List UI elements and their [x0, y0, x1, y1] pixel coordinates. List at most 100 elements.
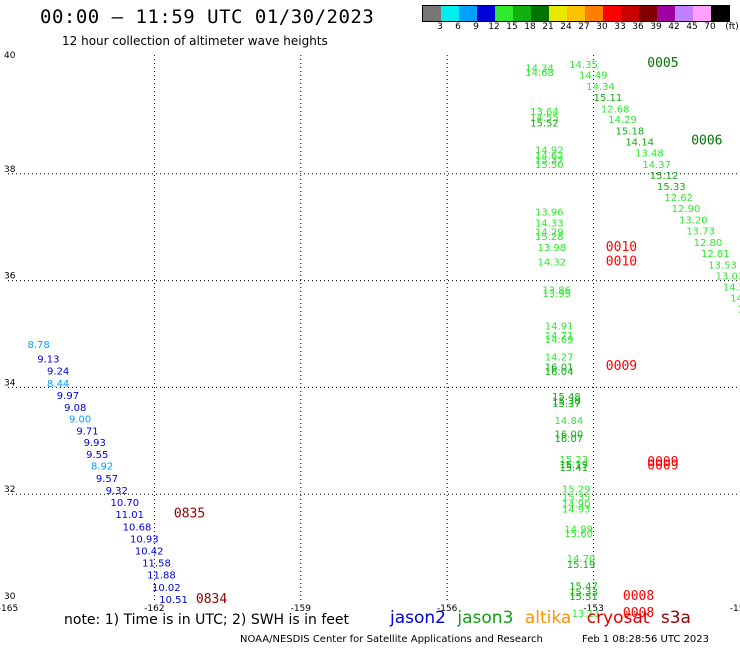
legend-altika: altika [524, 608, 572, 628]
time-mark-label: 0009 [606, 359, 637, 374]
y-tick-label: 34 [4, 378, 16, 388]
wave-height-label: 13.11 [572, 609, 601, 620]
wave-height-label: 12.62 [664, 193, 693, 204]
wave-height-label: 14.93 [562, 504, 591, 515]
wave-height-label: 12.90 [672, 204, 701, 215]
wave-height-label: 14.70 [567, 554, 596, 565]
wave-height-label: 10.02 [152, 583, 181, 594]
wave-height-label: 16.98 [738, 305, 740, 316]
wave-height-label: 13.96 [535, 207, 564, 218]
time-mark-label: 0010 [606, 255, 637, 270]
wave-height-label: 14.35 [569, 60, 598, 71]
wave-height-label: 14.49 [579, 71, 608, 82]
wave-height-label: 14.92 [535, 146, 564, 157]
scale-swatch [441, 6, 459, 21]
legend-jason2: jason2 [390, 608, 446, 628]
y-tick-label: 32 [4, 485, 15, 495]
x-tick-label: -153 [583, 604, 603, 614]
wave-height-label: 14.29 [723, 283, 740, 294]
scale-label: 45 [686, 22, 698, 32]
wave-height-label: 13.73 [686, 227, 715, 238]
wave-height-label: 14.62 [535, 151, 564, 162]
wave-height-label: 14.27 [545, 353, 574, 364]
scale-label: 24 [560, 22, 572, 32]
wave-height-label: 9.57 [96, 474, 118, 485]
wave-height-label: 9.08 [64, 403, 86, 414]
time-mark-label: 0009 [647, 455, 678, 470]
wave-height-label: 14.34 [586, 82, 615, 93]
wave-height-label: 15.19 [559, 460, 588, 471]
wave-height-label: 15.50 [535, 160, 564, 171]
y-tick-label: 30 [4, 592, 16, 602]
wave-height-label: 9.93 [84, 438, 106, 449]
scale-swatch [423, 6, 441, 21]
time-mark-label: 0005 [647, 56, 678, 71]
x-tick-label: -165 [0, 604, 18, 614]
wave-height-label: 8.92 [91, 462, 113, 473]
wave-height-label: 15.28 [535, 232, 564, 243]
scale-swatch [603, 6, 621, 21]
wave-height-label: 16.07 [555, 434, 584, 445]
wave-height-label: 12.80 [694, 238, 723, 249]
time-mark-label: 0006 [691, 133, 722, 148]
wave-height-label: 15.51 [569, 592, 598, 603]
wave-height-label: 15.29 [562, 485, 591, 496]
wave-height-label: 15.35 [562, 493, 591, 504]
scale-swatch [549, 6, 567, 21]
wave-height-label: 14.91 [545, 322, 574, 333]
wave-height-label: 15.37 [552, 399, 581, 410]
satellite-legend: jason2 jason3 altika cryosat s3a [390, 608, 691, 628]
wave-height-label: 13.86 [542, 285, 571, 296]
wave-height-label: 13.48 [635, 149, 664, 160]
y-tick-label: 40 [4, 51, 16, 61]
wave-height-label: 14.14 [625, 137, 654, 148]
scale-label: 70 [704, 22, 716, 32]
wave-height-label: 9.97 [57, 391, 79, 402]
wave-height-label: 9.24 [47, 367, 69, 378]
footnote: note: 1) Time is in UTC; 2) SWH is in fe… [64, 612, 350, 628]
wave-height-label: 14.37 [642, 160, 671, 171]
scale-swatch [621, 6, 639, 21]
wave-height-label: 14.99 [564, 525, 593, 536]
scale-label: 18 [524, 22, 536, 32]
scale-label: 15 [506, 22, 518, 32]
time-mark-label: 0834 [196, 592, 227, 607]
wave-height-label: 9.00 [69, 415, 91, 426]
wave-height-label: 14.29 [535, 228, 564, 239]
wave-height-label: 9.32 [106, 486, 128, 497]
wave-height-label: 12.68 [601, 104, 630, 115]
wave-height-label: 9.55 [86, 450, 108, 461]
wave-height-label: 16.04 [545, 367, 574, 378]
wave-height-label: 14.29 [608, 115, 637, 126]
wave-height-label: 8.78 [28, 340, 50, 351]
time-mark-label: 0008 [623, 606, 654, 621]
scale-swatch [639, 6, 657, 21]
wave-height-label: 15.18 [616, 126, 645, 137]
x-tick-label: -162 [144, 604, 164, 614]
wave-height-label: 11.01 [115, 510, 144, 521]
wave-height-label: 15.47 [569, 581, 598, 592]
wave-height-label: 16.01 [545, 362, 574, 373]
scale-label: 33 [614, 22, 626, 32]
wave-height-label: 8.44 [47, 379, 69, 390]
wave-height-label: 14.71 [545, 331, 574, 342]
scale-swatch [495, 6, 513, 21]
scale-label: 21 [542, 22, 554, 32]
scale-swatch [675, 6, 693, 21]
scale-unit-label: (ft) [725, 22, 739, 32]
wave-height-label: 11.58 [142, 558, 171, 569]
wave-height-label: 15.30 [552, 396, 581, 407]
scale-label: 12 [488, 22, 500, 32]
page-title: 00:00 – 11:59 UTC 01/30/2023 [40, 6, 375, 28]
wave-height-label: 13.64 [530, 107, 559, 118]
wave-height-label: 12.81 [701, 249, 730, 260]
wave-height-label: 13.20 [679, 215, 708, 226]
scale-label: 39 [650, 22, 662, 32]
time-mark-label: 0009 [647, 459, 678, 474]
wave-height-label: 14.32 [537, 258, 566, 269]
wave-height-label: 13.53 [708, 260, 737, 271]
legend-jason3: jason3 [457, 608, 514, 628]
timestamp-line: Feb 1 08:28:56 UTC 2023 [582, 634, 709, 645]
scale-label: 36 [632, 22, 644, 32]
